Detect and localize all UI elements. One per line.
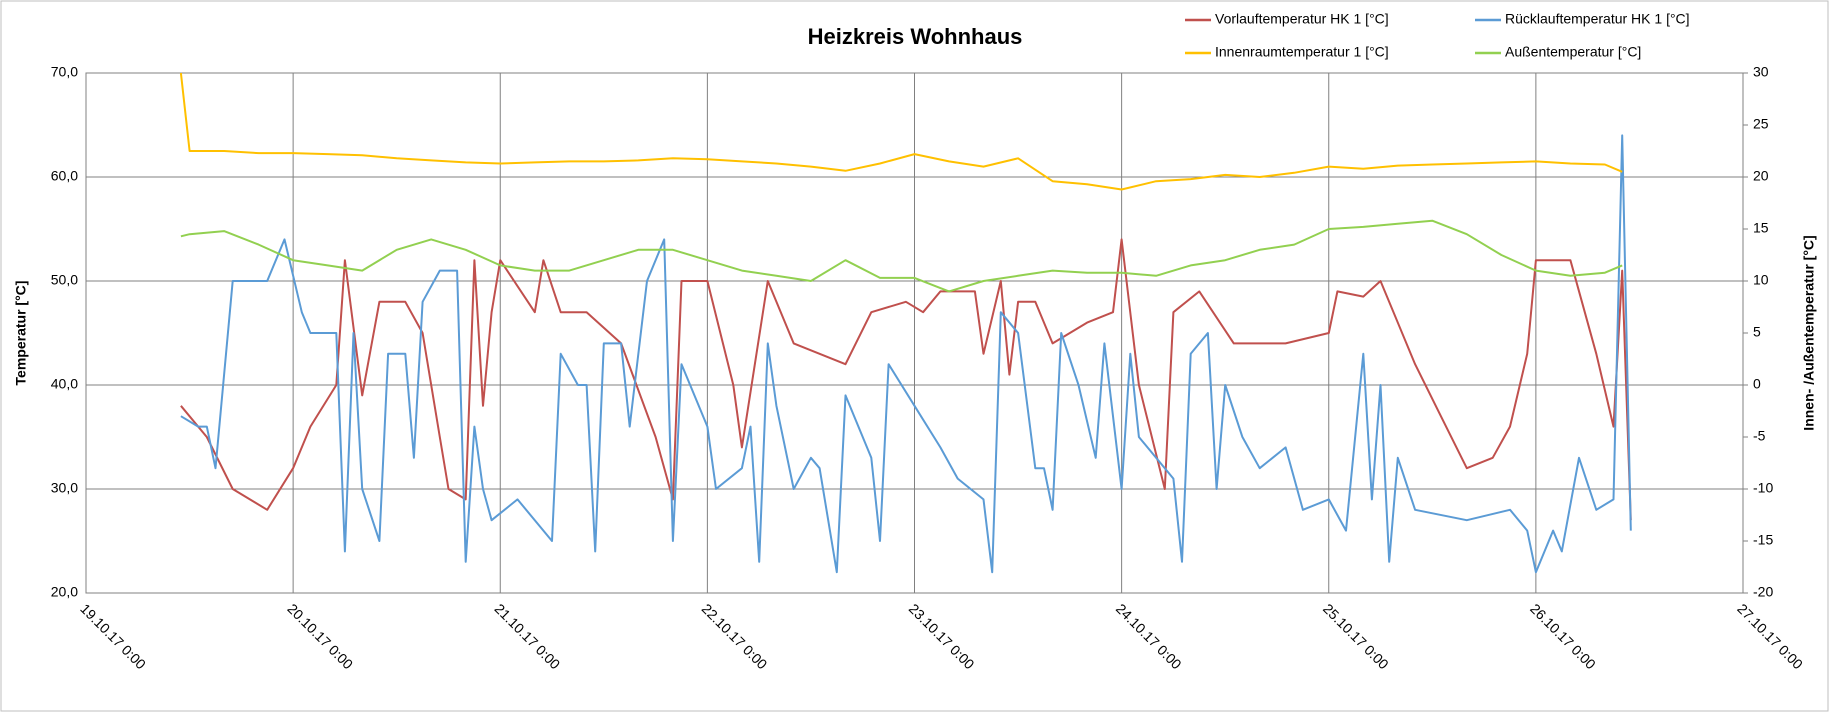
y2-tick-label: 10 xyxy=(1753,272,1769,288)
y-tick-label: 70,0 xyxy=(51,64,78,80)
y-tick-label: 30,0 xyxy=(51,480,78,496)
data-line xyxy=(180,219,1623,293)
legend-label: Vorlauftemperatur HK 1 [°C] xyxy=(1215,11,1389,27)
y2-tick-label: 5 xyxy=(1753,324,1761,340)
y-tick-label: 20,0 xyxy=(51,584,78,600)
y2-tick-label: 25 xyxy=(1753,116,1769,132)
legend-label: Außentemperatur [°C] xyxy=(1505,44,1641,60)
y2-tick-label: 20 xyxy=(1753,168,1769,184)
chart-title: Heizkreis Wohnhaus xyxy=(808,24,1023,49)
y-tick-label: 40,0 xyxy=(51,376,78,392)
y-tick-label: 60,0 xyxy=(51,168,78,184)
legend-label: Innenraumtemperatur 1 [°C] xyxy=(1215,44,1389,60)
data-line xyxy=(179,72,1623,191)
y2-tick-label: 15 xyxy=(1753,220,1769,236)
y2-tick-label: -10 xyxy=(1753,480,1773,496)
data-line xyxy=(180,238,1632,521)
y2-tick-label: 30 xyxy=(1753,64,1769,80)
data-line xyxy=(180,134,1632,574)
y2-tick-label: 0 xyxy=(1753,376,1761,392)
y2-tick-label: -20 xyxy=(1753,584,1773,600)
y-tick-label: 50,0 xyxy=(51,272,78,288)
plot-area xyxy=(85,72,1744,594)
y2-tick-label: -15 xyxy=(1753,532,1773,548)
y2-axis-label: Innen- /Außentemperatur [°C] xyxy=(1801,235,1817,430)
legend-label: Rücklauftemperatur HK 1 [°C] xyxy=(1505,11,1690,27)
y-axis-label: Temperatur [°C] xyxy=(13,281,29,386)
y2-tick-label: -5 xyxy=(1753,428,1766,444)
